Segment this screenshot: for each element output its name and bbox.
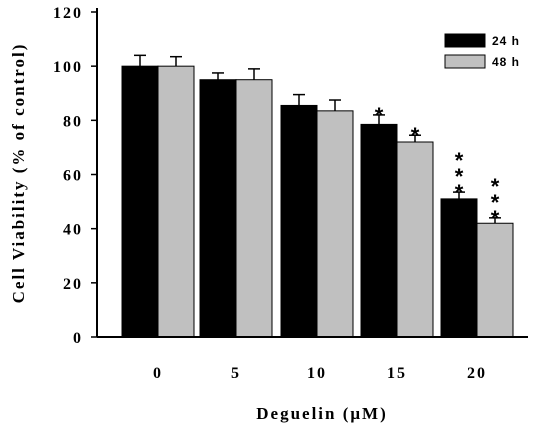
legend: 24 h 48 h xyxy=(444,33,520,69)
bar-24h-15 xyxy=(360,123,398,338)
y-tick-label-80: 80 xyxy=(63,113,83,130)
y-tick-label-60: 60 xyxy=(63,168,83,185)
x-tick-label-10: 10 xyxy=(307,365,327,382)
x-axis-title: Deguelin (μM) xyxy=(256,404,387,423)
y-axis-title: Cell Viability (% of control) xyxy=(9,43,28,304)
x-tick-label-15: 15 xyxy=(387,365,407,382)
significance-marker-24h-20: * * * xyxy=(455,148,464,205)
y-tick-label-0: 0 xyxy=(73,330,83,347)
legend-swatch-48h xyxy=(444,54,486,69)
y-tick-label-100: 100 xyxy=(53,59,83,76)
bar-48h-20 xyxy=(476,222,514,338)
bars-layer xyxy=(121,65,514,338)
bar-48h-5 xyxy=(235,79,273,338)
y-ticks-layer: 0 20 40 60 80 100 120 xyxy=(53,5,97,347)
error-bars-layer xyxy=(134,54,501,224)
significance-layer: ** * *** * * xyxy=(375,103,500,231)
x-ticks-layer: 0 5 10 15 20 xyxy=(153,365,487,382)
bar-48h-0 xyxy=(157,65,195,338)
x-tick-label-20: 20 xyxy=(467,365,487,382)
legend-label-48h: 48 h xyxy=(492,55,520,69)
bar-24h-0 xyxy=(121,65,159,338)
y-tick-label-120: 120 xyxy=(53,5,83,22)
y-tick-label-20: 20 xyxy=(63,276,83,293)
significance-marker-24h-15: * xyxy=(375,103,384,128)
x-tick-label-0: 0 xyxy=(153,365,163,382)
bar-24h-10 xyxy=(280,104,318,338)
significance-marker-48h-20: * * * xyxy=(491,174,500,231)
bar-48h-10 xyxy=(316,110,354,338)
bar-48h-15 xyxy=(396,141,434,338)
legend-label-24h: 24 h xyxy=(492,34,520,48)
y-tick-label-40: 40 xyxy=(63,222,83,239)
bar-24h-20 xyxy=(440,198,478,338)
x-tick-label-5: 5 xyxy=(231,365,241,382)
legend-swatch-24h xyxy=(444,33,486,48)
significance-marker-48h-15: * xyxy=(411,123,420,148)
bar-24h-5 xyxy=(199,79,237,338)
